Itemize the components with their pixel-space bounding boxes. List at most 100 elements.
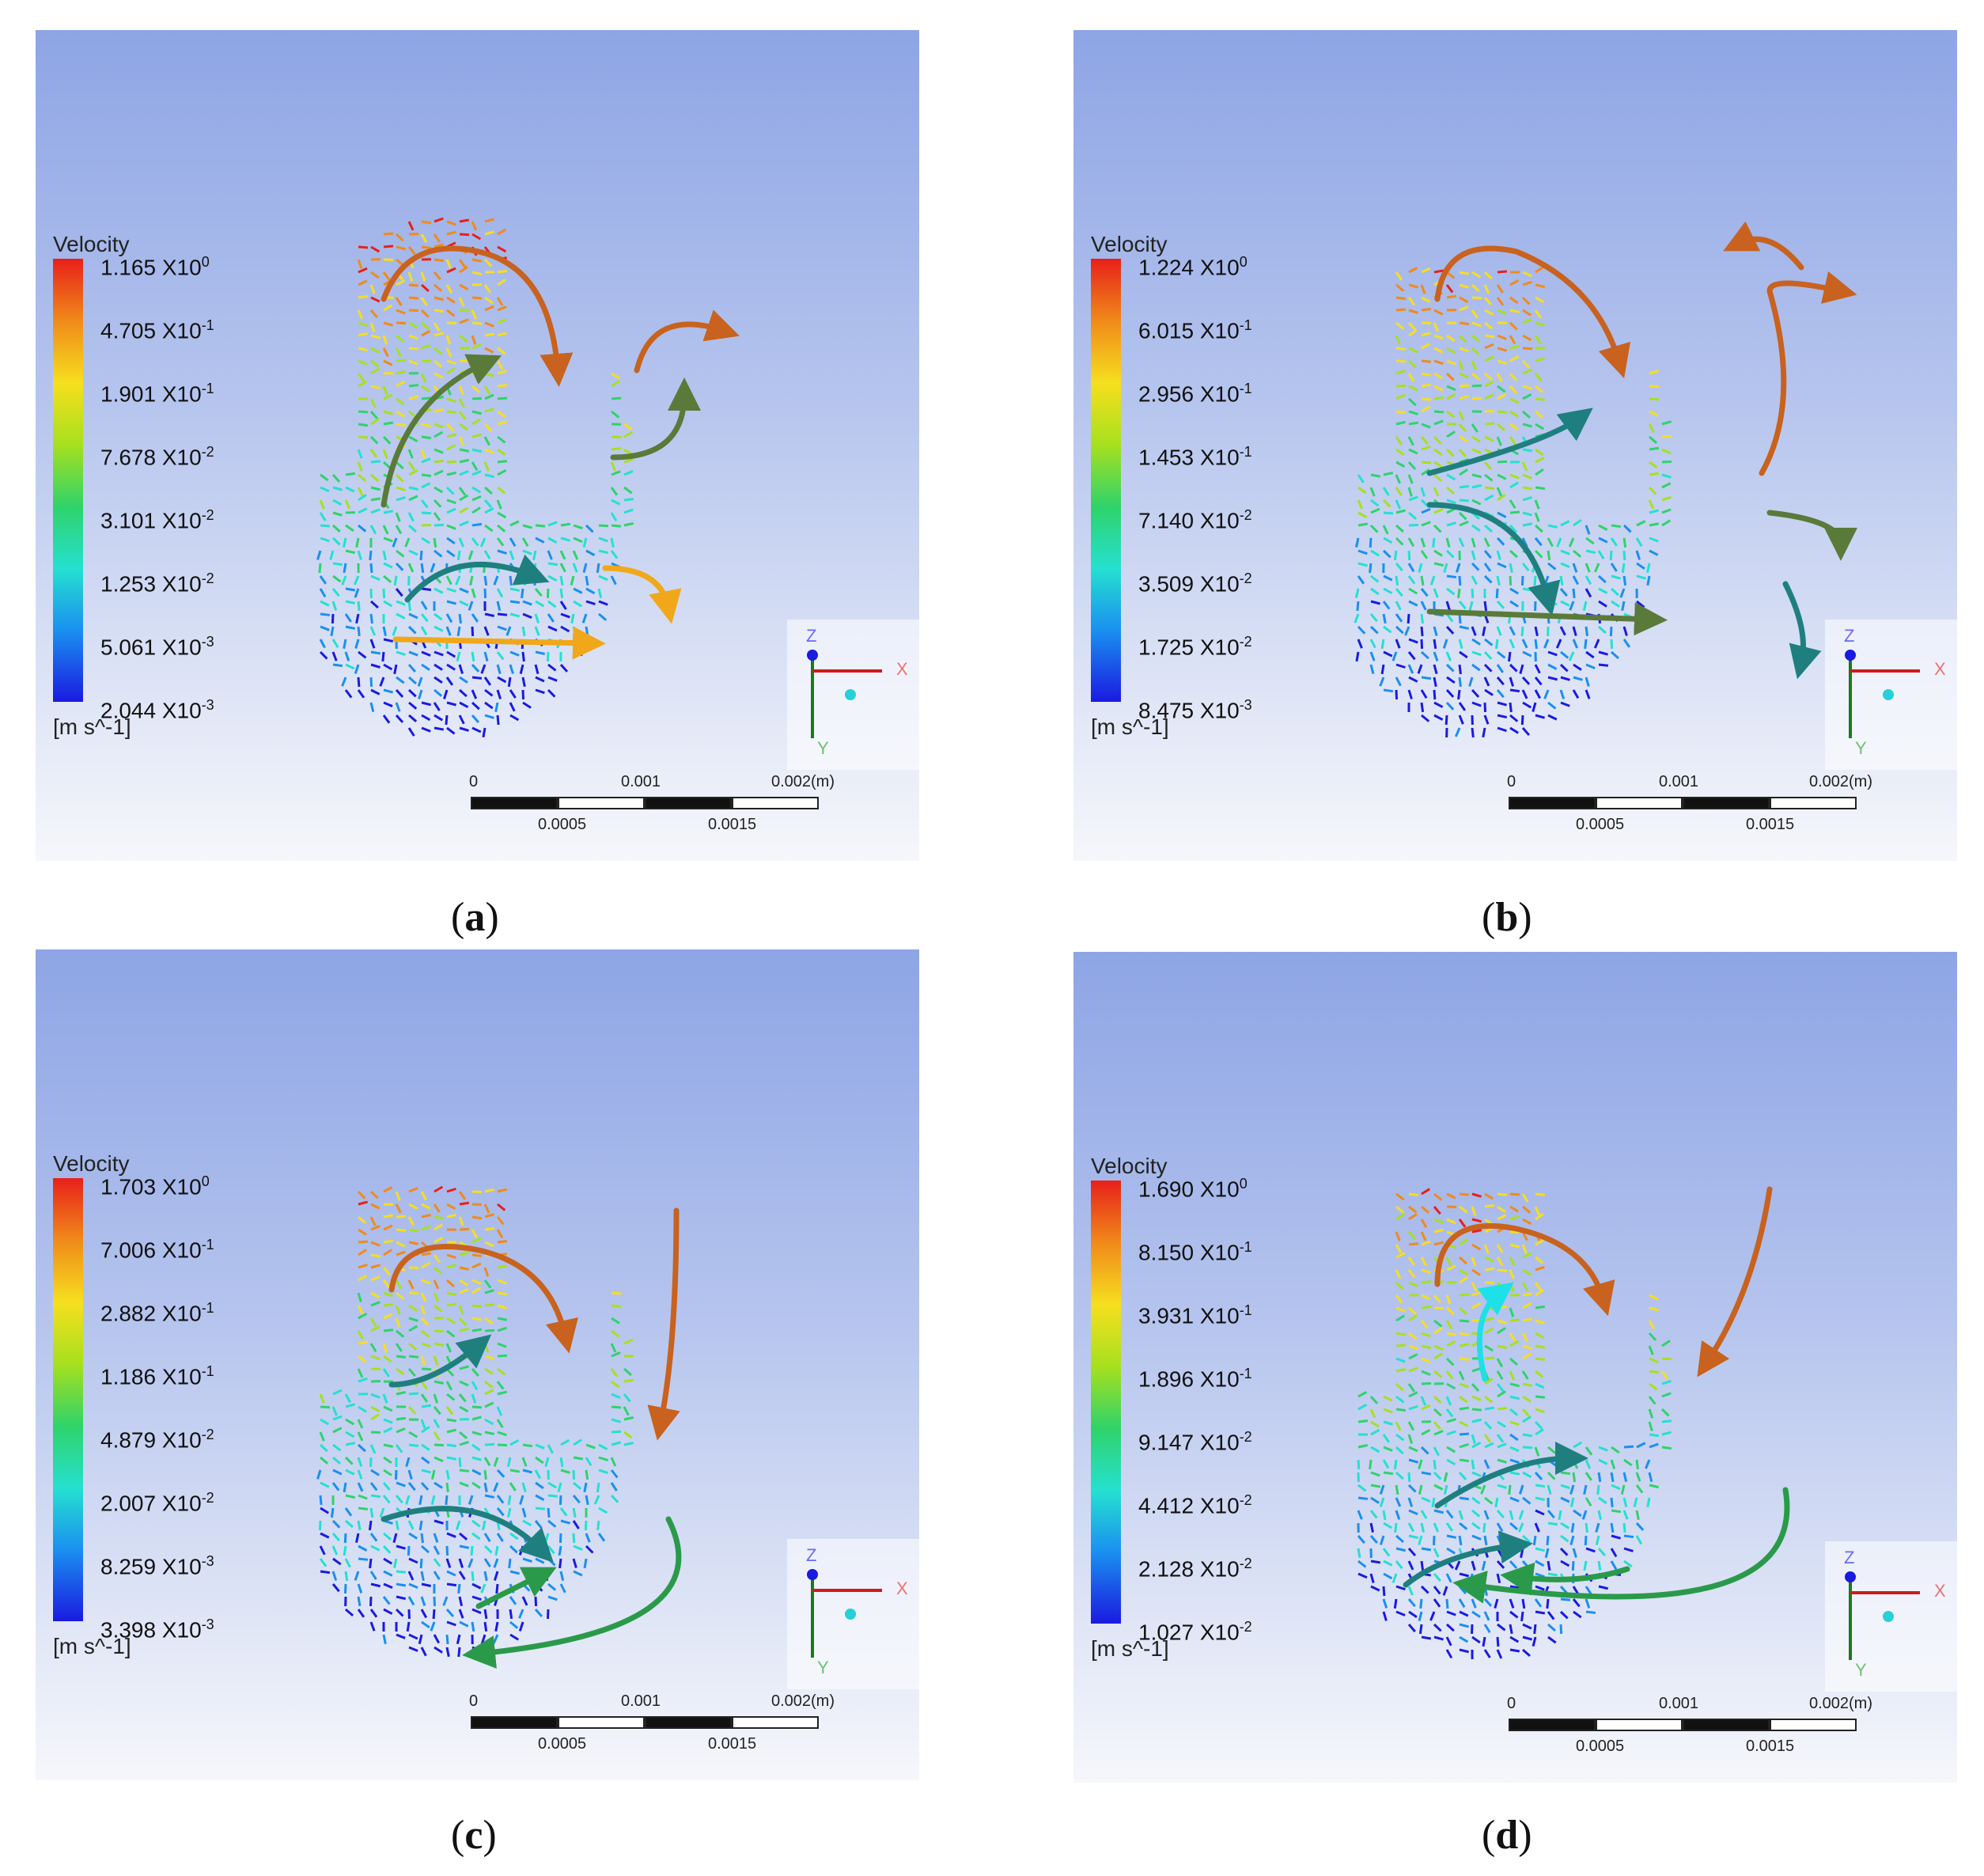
velocity-vector [1610,1548,1618,1558]
velocity-vector [1379,1535,1385,1545]
velocity-vector [521,1596,528,1606]
velocity-vector [382,1279,391,1289]
velocity-vector [420,1191,427,1201]
velocity-vector [354,664,360,674]
velocity-vector [396,358,407,362]
velocity-vector [434,459,445,464]
velocity-vector [1382,601,1391,610]
tick-base: X10 [1199,1493,1240,1518]
velocity-vector [1433,322,1440,332]
velocity-vector [1522,1648,1532,1658]
velocity-vector [1522,1268,1532,1276]
velocity-vector [484,1418,494,1426]
velocity-vector [497,384,508,388]
velocity-vector [497,1431,507,1437]
velocity-vector [370,1253,381,1258]
velocity-vector [534,1608,543,1617]
velocity-vector [496,1381,505,1390]
velocity-vector [1355,651,1360,662]
velocity-vector [344,651,350,661]
velocity-vector [623,458,634,464]
velocity-vector [610,487,619,496]
velocity-vector [1509,345,1520,350]
velocity-vector [407,1279,415,1290]
velocity-vector [1357,1560,1367,1568]
velocity-vector [383,1291,393,1298]
velocity-vector [596,563,600,574]
legend-tick-label: 8.259 X10-3 [100,1553,214,1579]
tick-base: X10 [161,255,202,280]
velocity-vector [1484,422,1495,426]
velocity-vector [1433,714,1444,721]
velocity-vector [1623,1547,1634,1552]
velocity-vector [420,373,427,383]
velocity-vector [509,664,514,674]
velocity-vector [357,1419,364,1429]
velocity-vector [1522,1218,1532,1226]
velocity-vector [1535,486,1546,491]
velocity-vector [1661,420,1672,426]
velocity-vector [1370,1471,1380,1477]
velocity-vector [459,423,468,431]
velocity-vector [1509,1624,1513,1635]
velocity-vector [1393,1598,1398,1609]
velocity-vector [369,525,377,535]
velocity-vector [370,367,381,375]
velocity-vector [484,701,494,710]
velocity-vector [1471,1459,1475,1470]
velocity-vector [1520,626,1524,637]
legend-tick-label: 1.703 X100 [100,1173,210,1200]
velocity-vector [611,1380,620,1389]
velocity-vector [1357,549,1368,555]
velocity-vector [1395,1510,1401,1520]
velocity-vector [610,1368,619,1378]
velocity-vector [1585,1610,1596,1614]
tick-base: X10 [1199,1303,1240,1328]
velocity-vector [1649,536,1659,543]
velocity-vector [408,1633,418,1640]
velocity-vector [396,1215,407,1218]
velocity-vector [547,1494,558,1498]
velocity-vector [1383,1471,1394,1476]
velocity-vector [1395,1484,1399,1495]
velocity-vector [544,1457,550,1467]
velocity-vector [420,1596,426,1606]
velocity-vector [344,1519,354,1529]
velocity-vector [1459,1306,1468,1315]
velocity-vector [370,460,381,464]
velocity-vector [1459,1648,1470,1654]
velocity-vector [383,638,394,642]
velocity-vector [459,318,469,324]
velocity-plot [1357,1186,1790,1660]
velocity-vector [458,398,465,408]
velocity-vector [1421,1471,1432,1476]
velocity-vector [1569,1484,1575,1495]
velocity-vector [358,380,368,388]
tick-base: X10 [1199,255,1240,280]
velocity-vector [408,549,418,556]
velocity-vector [1661,448,1672,455]
legend-tick-label: 3.931 X10-1 [1138,1302,1252,1328]
velocity-vector [434,486,444,494]
velocity-vector [1509,1269,1515,1279]
velocity-vector [458,714,465,725]
velocity-vector [1471,1218,1482,1223]
velocity-vector [358,347,369,352]
velocity-vector [1522,496,1532,502]
velocity-vector [581,613,588,623]
tick-mantissa: 8.150 [1138,1240,1195,1265]
velocity-vector [1521,1231,1528,1241]
velocity-vector [445,335,452,345]
velocity-vector [1522,701,1532,709]
velocity-vector [343,537,347,548]
velocity-vector [383,1443,394,1448]
velocity-vector [357,1368,364,1378]
velocity-vector [522,1557,532,1563]
velocity-vector [433,233,441,243]
velocity-vector [418,1520,423,1531]
velocity-vector [1649,385,1660,388]
velocity-vector [1497,460,1508,464]
velocity-vector [1595,1535,1600,1546]
velocity-vector [1382,525,1389,535]
velocity-vector [396,1544,406,1550]
